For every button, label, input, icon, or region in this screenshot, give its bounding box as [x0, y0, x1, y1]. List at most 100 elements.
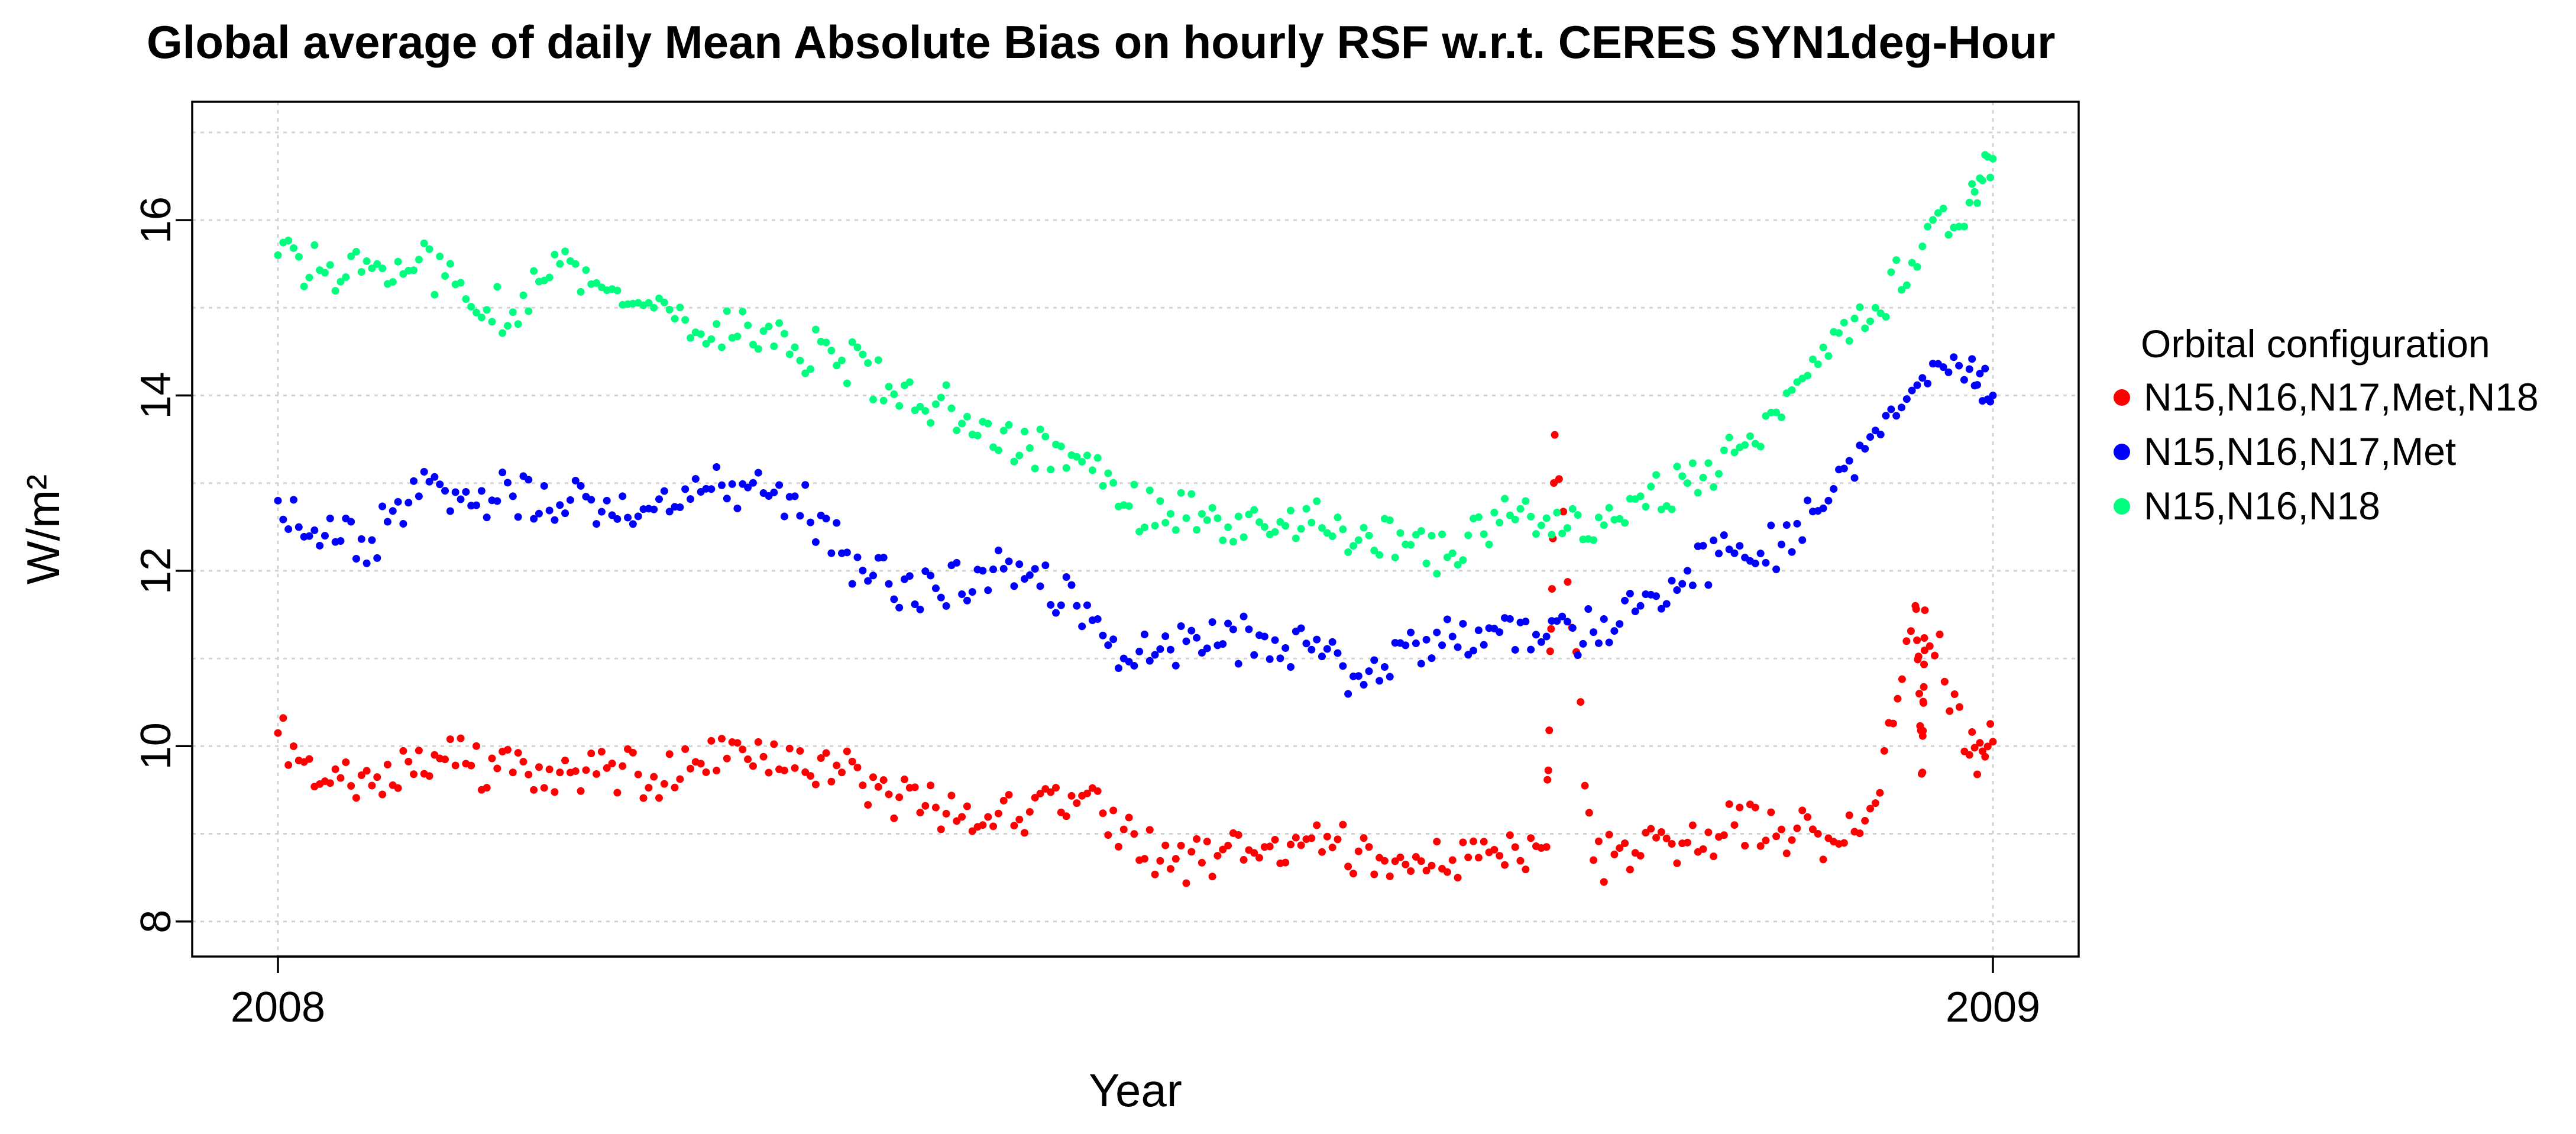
- data-point: [1031, 464, 1039, 473]
- data-point: [274, 251, 282, 259]
- data-point: [1021, 575, 1029, 583]
- data-point: [1720, 446, 1728, 454]
- data-point: [1470, 647, 1478, 655]
- data-point: [1250, 506, 1258, 514]
- series-1: [274, 431, 1997, 887]
- y-tick-group: 8 10 12 14 16: [132, 196, 192, 933]
- data-point: [1840, 839, 1848, 847]
- data-point: [1266, 842, 1274, 851]
- data-point: [1605, 503, 1613, 512]
- data-point: [1551, 431, 1559, 439]
- data-point: [853, 553, 862, 561]
- data-point: [827, 347, 836, 355]
- data-point: [1798, 536, 1807, 544]
- data-point: [608, 760, 616, 768]
- data-point: [1913, 636, 1921, 644]
- data-point: [1699, 845, 1707, 853]
- data-point: [1151, 870, 1159, 878]
- data-point: [477, 487, 486, 495]
- data-point: [582, 266, 590, 274]
- data-point: [1725, 545, 1733, 554]
- data-point: [807, 518, 815, 526]
- data-point: [1365, 531, 1373, 539]
- data-point: [1626, 865, 1634, 874]
- data-point: [822, 515, 830, 523]
- data-point: [1751, 559, 1759, 567]
- data-point: [686, 334, 694, 342]
- data-point: [457, 495, 465, 503]
- data-point: [561, 757, 569, 765]
- data-point: [1219, 845, 1227, 854]
- data-point: [1396, 853, 1404, 861]
- data-point: [1182, 637, 1190, 645]
- data-point: [1376, 677, 1384, 685]
- data-point: [1354, 536, 1363, 544]
- data-point: [1177, 841, 1185, 849]
- data-point: [1830, 484, 1838, 493]
- data-point: [645, 505, 653, 513]
- data-point: [1559, 508, 1568, 516]
- data-point: [1714, 470, 1723, 478]
- data-point: [1902, 637, 1911, 645]
- data-point: [1334, 513, 1342, 522]
- data-point: [733, 504, 742, 512]
- data-point: [1318, 524, 1326, 532]
- data-point: [1915, 690, 1924, 698]
- data-point: [629, 748, 637, 757]
- data-point: [1804, 496, 1812, 505]
- data-point: [1396, 529, 1404, 537]
- data-point: [1187, 626, 1196, 635]
- data-point: [1897, 286, 1905, 294]
- data-point: [1365, 843, 1373, 851]
- data-point: [791, 343, 799, 351]
- data-point: [733, 739, 742, 747]
- data-point: [801, 369, 810, 377]
- data-point: [1083, 789, 1091, 797]
- grid-lines: [192, 102, 2079, 957]
- data-point: [1281, 858, 1290, 867]
- data-point: [462, 295, 470, 303]
- data-point: [681, 485, 690, 493]
- data-point: [1062, 464, 1070, 472]
- data-point: [1970, 188, 1979, 196]
- data-point: [1741, 842, 1749, 850]
- data-point: [289, 244, 297, 252]
- data-point: [1036, 425, 1044, 434]
- data-point: [937, 393, 945, 402]
- data-point: [1349, 870, 1357, 878]
- data-point: [1380, 857, 1389, 865]
- data-point: [310, 526, 319, 534]
- data-point: [947, 404, 956, 412]
- data-point: [739, 480, 747, 488]
- data-point: [1861, 445, 1869, 453]
- data-point: [509, 768, 517, 777]
- data-point: [1840, 464, 1848, 473]
- data-point: [1025, 444, 1034, 452]
- data-point: [1365, 667, 1373, 676]
- data-point: [1135, 528, 1144, 536]
- data-point: [1605, 831, 1613, 839]
- data-point: [1710, 852, 1718, 861]
- data-point: [822, 749, 830, 757]
- data-point: [1287, 663, 1295, 671]
- data-point: [1464, 651, 1473, 659]
- data-point: [1125, 658, 1133, 666]
- data-point: [1172, 526, 1180, 534]
- data-point: [1925, 642, 1934, 650]
- data-point: [1187, 848, 1196, 856]
- data-point: [472, 742, 480, 750]
- data-point: [916, 809, 924, 817]
- data-point: [1083, 601, 1091, 609]
- data-point: [1652, 592, 1661, 600]
- data-point: [1574, 511, 1582, 519]
- data-point: [686, 495, 694, 503]
- data-point: [1119, 825, 1128, 833]
- data-point: [1568, 505, 1577, 513]
- data-point: [577, 287, 585, 296]
- data-point: [1219, 536, 1227, 544]
- data-point: [749, 762, 757, 770]
- data-point: [493, 764, 501, 773]
- data-point: [1334, 835, 1342, 844]
- data-point: [441, 487, 449, 495]
- data-point: [1151, 651, 1159, 659]
